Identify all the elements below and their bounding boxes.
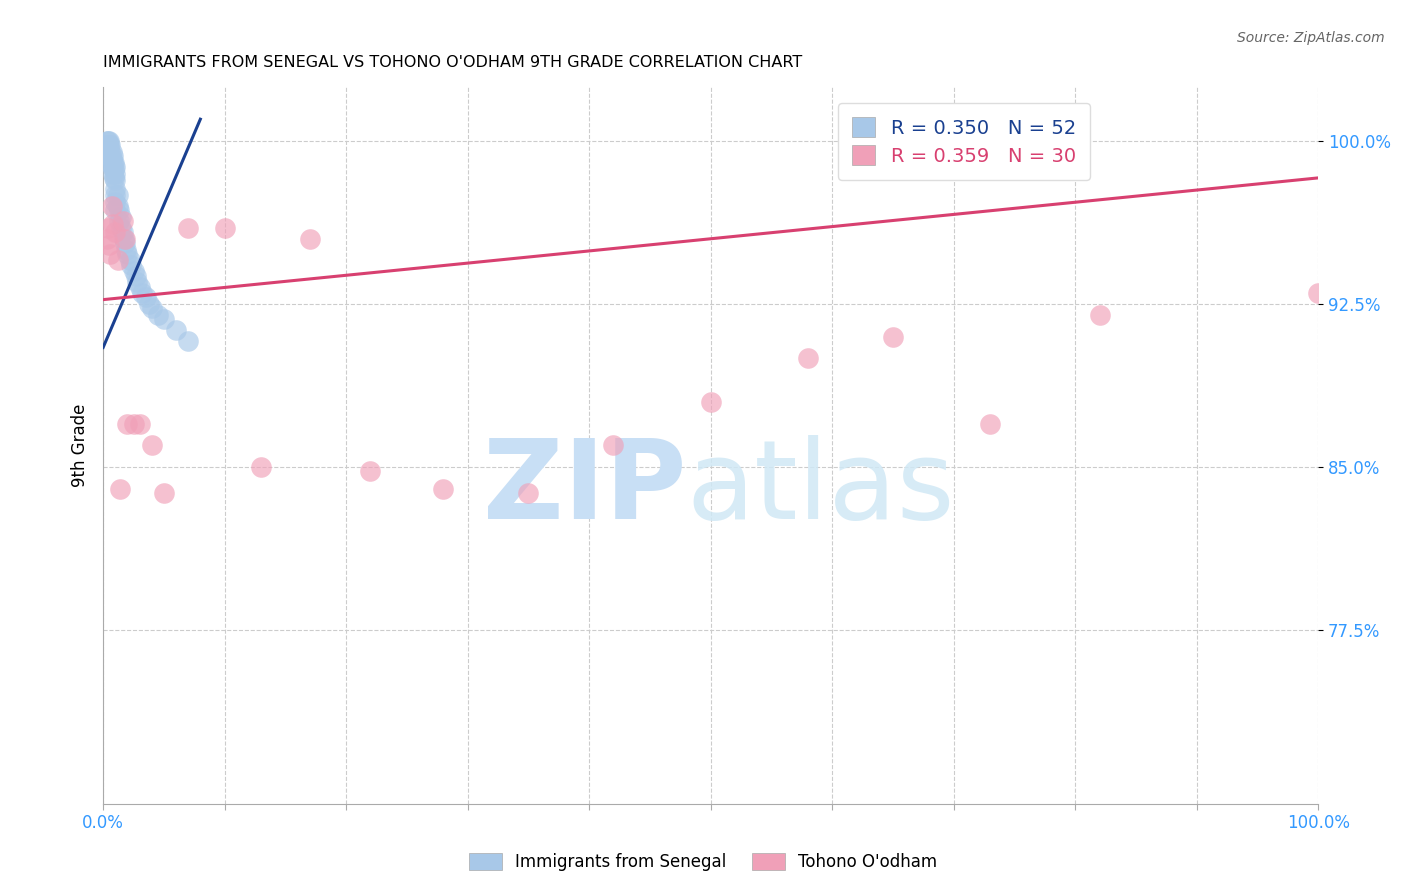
Point bbox=[100, 145, 122, 159]
Point bbox=[120, 258, 142, 272]
Point bbox=[153, 312, 176, 326]
Point bbox=[131, 286, 153, 301]
Point bbox=[104, 173, 127, 187]
Point bbox=[117, 247, 139, 261]
Point bbox=[122, 264, 145, 278]
Point bbox=[101, 217, 124, 231]
Point bbox=[108, 482, 131, 496]
Point bbox=[118, 253, 141, 268]
Point bbox=[98, 138, 121, 153]
Point bbox=[97, 134, 120, 148]
Point bbox=[97, 145, 120, 159]
Point bbox=[100, 151, 122, 165]
Point bbox=[141, 438, 163, 452]
Point bbox=[108, 203, 131, 218]
Point bbox=[101, 167, 124, 181]
Text: atlas: atlas bbox=[686, 434, 955, 541]
Point bbox=[104, 188, 127, 202]
Point bbox=[111, 214, 134, 228]
Point bbox=[110, 210, 132, 224]
Point bbox=[110, 220, 132, 235]
Point bbox=[359, 464, 381, 478]
Point bbox=[177, 334, 200, 348]
Y-axis label: 9th Grade: 9th Grade bbox=[72, 403, 89, 487]
Point bbox=[882, 329, 904, 343]
Point bbox=[250, 460, 273, 475]
Point bbox=[104, 225, 127, 239]
Point bbox=[214, 220, 236, 235]
Point bbox=[114, 232, 136, 246]
Point bbox=[298, 232, 321, 246]
Point bbox=[1088, 308, 1111, 322]
Point bbox=[115, 243, 138, 257]
Point bbox=[98, 134, 121, 148]
Point bbox=[96, 232, 118, 246]
Text: ZIP: ZIP bbox=[484, 434, 686, 541]
Point bbox=[97, 138, 120, 153]
Point bbox=[100, 138, 122, 153]
Point bbox=[117, 417, 139, 431]
Point bbox=[100, 155, 122, 169]
Point bbox=[979, 417, 1001, 431]
Point bbox=[602, 438, 624, 452]
Point bbox=[101, 155, 124, 169]
Point bbox=[104, 182, 127, 196]
Point bbox=[135, 290, 157, 304]
Point bbox=[107, 199, 129, 213]
Point bbox=[108, 214, 131, 228]
Text: IMMIGRANTS FROM SENEGAL VS TOHONO O'ODHAM 9TH GRADE CORRELATION CHART: IMMIGRANTS FROM SENEGAL VS TOHONO O'ODHA… bbox=[103, 55, 803, 70]
Point bbox=[141, 301, 163, 316]
Point bbox=[153, 486, 176, 500]
Point bbox=[125, 268, 148, 283]
Point bbox=[517, 486, 540, 500]
Legend: Immigrants from Senegal, Tohono O'odham: Immigrants from Senegal, Tohono O'odham bbox=[460, 845, 946, 880]
Point bbox=[103, 155, 125, 169]
Point bbox=[127, 275, 149, 289]
Point bbox=[96, 134, 118, 148]
Point bbox=[112, 232, 135, 246]
Point bbox=[98, 238, 121, 252]
Point bbox=[107, 253, 129, 268]
Point bbox=[699, 394, 721, 409]
Point bbox=[128, 279, 150, 293]
Point bbox=[122, 417, 145, 431]
Point bbox=[100, 247, 122, 261]
Point bbox=[100, 145, 122, 159]
Point bbox=[100, 160, 122, 174]
Point bbox=[100, 199, 122, 213]
Point bbox=[177, 220, 200, 235]
Point bbox=[96, 145, 118, 159]
Point bbox=[104, 160, 127, 174]
Point bbox=[101, 149, 124, 163]
Point bbox=[104, 203, 127, 218]
Point bbox=[98, 149, 121, 163]
Point bbox=[104, 194, 127, 209]
Point bbox=[432, 482, 454, 496]
Legend: R = 0.350   N = 52, R = 0.359   N = 30: R = 0.350 N = 52, R = 0.359 N = 30 bbox=[838, 103, 1090, 179]
Point bbox=[165, 323, 187, 337]
Point bbox=[103, 162, 125, 177]
Point bbox=[146, 308, 169, 322]
Point bbox=[1308, 286, 1330, 301]
Point bbox=[103, 170, 125, 185]
Point bbox=[97, 220, 120, 235]
Point bbox=[114, 236, 136, 251]
Point bbox=[111, 225, 134, 239]
Point bbox=[138, 297, 160, 311]
Point bbox=[128, 417, 150, 431]
Point bbox=[107, 188, 129, 202]
Point bbox=[797, 351, 820, 366]
Point bbox=[104, 167, 127, 181]
Text: Source: ZipAtlas.com: Source: ZipAtlas.com bbox=[1237, 31, 1385, 45]
